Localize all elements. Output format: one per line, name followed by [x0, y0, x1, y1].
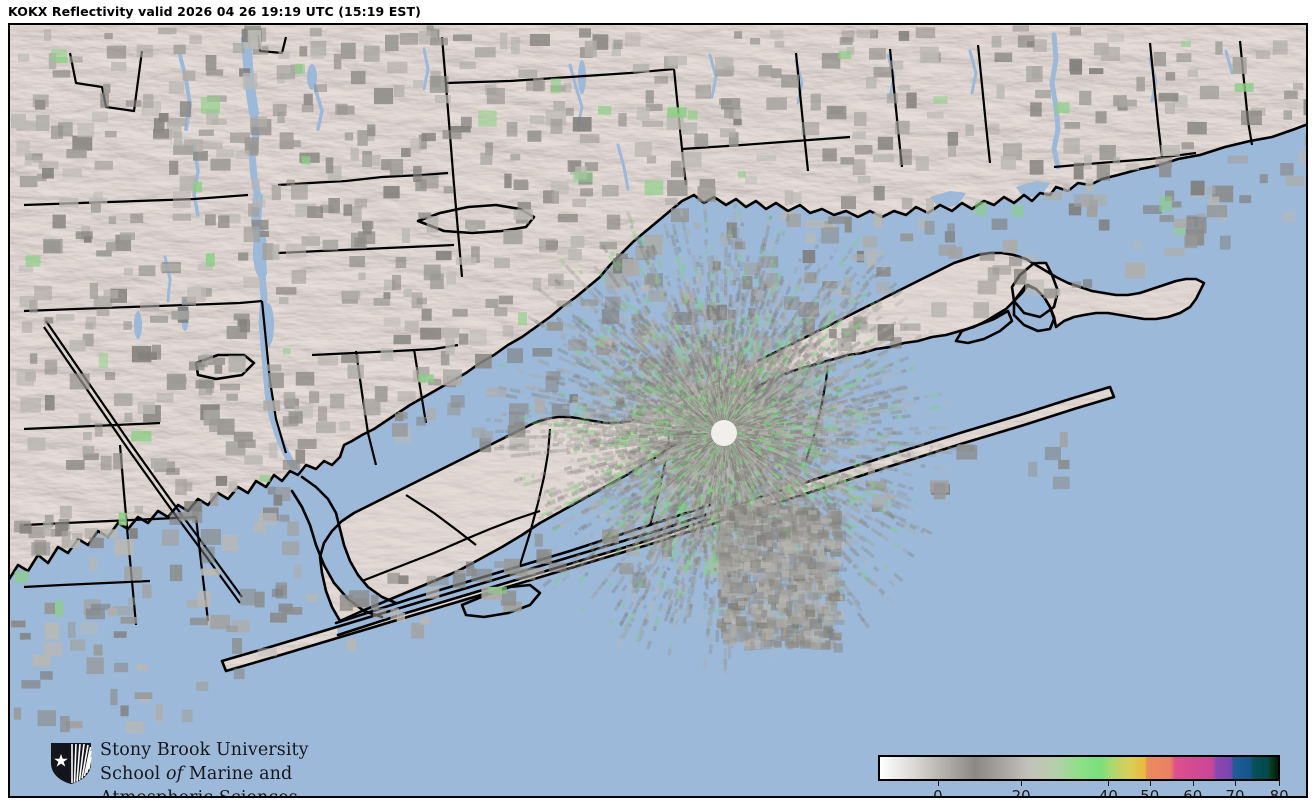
colorbar-tick-label: 20	[1011, 787, 1031, 798]
logo-text: Stony Brook University School of Marine …	[100, 739, 340, 798]
colorbar-tick-label: 60	[1183, 787, 1203, 798]
colorbar-tick	[1279, 781, 1281, 786]
map-vector-layer	[10, 25, 1306, 733]
page-title: KOKX Reflectivity valid 2026 04 26 19:19…	[8, 4, 421, 19]
colorbar-tick	[1234, 781, 1236, 786]
colorbar-tick	[1192, 781, 1194, 786]
colorbar-tick-label: 80	[1269, 787, 1289, 798]
logo-line-2: School of Marine and	[100, 763, 293, 784]
logo-line-1: Stony Brook University	[100, 740, 309, 760]
colorbar-tick-label: 40	[1098, 787, 1118, 798]
colorbar-bar	[878, 755, 1280, 781]
colorbar-tick-label: 0	[933, 787, 943, 798]
map-canvas[interactable]	[10, 25, 1306, 796]
colorbar-tick	[1021, 781, 1023, 786]
radar-echoes	[10, 25, 1306, 733]
colorbar-legend: 0 20 40 50 60 70 80	[878, 755, 1290, 798]
map-frame[interactable]: 0 20 40 50 60 70 80 Stony Brook University Sch…	[8, 23, 1308, 798]
logo-line-3: Atmospheric Sciences	[100, 787, 298, 798]
colorbar-tick-label: 70	[1225, 787, 1245, 798]
cone-of-silence	[711, 420, 737, 446]
shield-icon	[51, 743, 92, 784]
colorbar-tick-label: 50	[1140, 787, 1160, 798]
colorbar-tick	[1149, 781, 1151, 786]
colorbar-gradient	[880, 757, 1278, 779]
colorbar-tick	[937, 781, 939, 786]
colorbar-tick	[1108, 781, 1110, 786]
stony-brook-somas-logo: Stony Brook University School of Marine …	[42, 739, 332, 796]
